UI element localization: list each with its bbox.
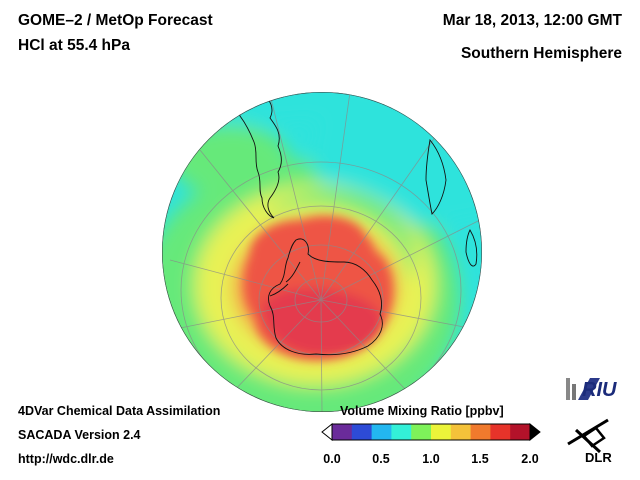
hemisphere-label: Southern Hemisphere bbox=[460, 45, 622, 62]
colorbar-cell bbox=[510, 424, 531, 440]
graticule bbox=[169, 92, 481, 412]
colorbar bbox=[321, 422, 541, 442]
website-link[interactable]: http://wdc.dlr.de bbox=[18, 452, 114, 466]
colorbar-tick: 2.0 bbox=[521, 452, 539, 466]
colorbar-cell bbox=[431, 424, 452, 440]
species-level: HCl at 55.4 hPa bbox=[18, 37, 130, 54]
dlr-logo-text: DLR bbox=[585, 450, 612, 465]
colorbar-cell bbox=[332, 424, 353, 440]
colorbar-tick: 1.0 bbox=[422, 452, 440, 466]
colorbar-cell bbox=[371, 424, 392, 440]
colorbar-tick: 1.5 bbox=[471, 452, 489, 466]
colorbar-cell bbox=[450, 424, 472, 440]
colorbar-low-arrow bbox=[321, 422, 333, 442]
colorbar-title: Volume Mixing Ratio [ppbv] bbox=[340, 404, 504, 418]
version-label: SACADA Version 2.4 bbox=[18, 428, 141, 442]
assimilation-label: 4DVar Chemical Data Assimilation bbox=[18, 404, 221, 418]
colorbar-tick: 0.5 bbox=[372, 452, 390, 466]
colorbar-cell bbox=[351, 424, 373, 440]
colorbar-cell bbox=[470, 424, 491, 440]
colorbar-high-arrow bbox=[529, 422, 541, 442]
riu-logo: RIU bbox=[566, 378, 617, 401]
dlr-logo bbox=[567, 418, 609, 454]
colorbar-cell bbox=[411, 424, 432, 440]
hcl-field bbox=[162, 92, 482, 412]
colorbar-cell bbox=[490, 424, 511, 440]
forecast-title: GOME–2 / MetOp Forecast bbox=[18, 12, 213, 29]
date-time: Mar 18, 2013, 12:00 GMT bbox=[442, 12, 622, 29]
colorbar-tick: 0.0 bbox=[323, 452, 341, 466]
colorbar-cell bbox=[391, 424, 412, 440]
riu-logo-text: RIU bbox=[582, 379, 617, 401]
